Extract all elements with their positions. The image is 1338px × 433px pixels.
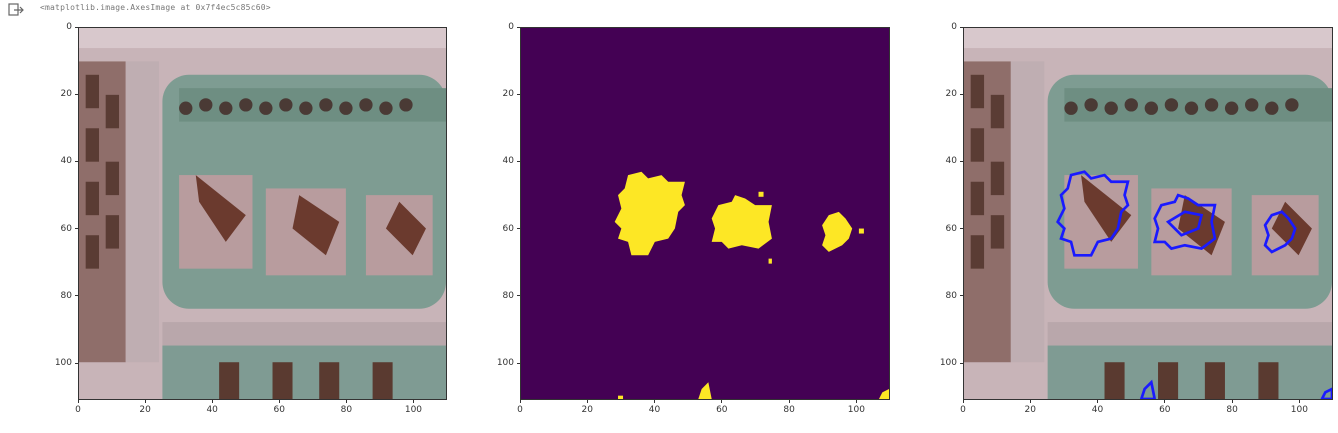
y-tick-label: 0 <box>931 22 957 32</box>
x-tick-mark <box>721 400 722 403</box>
x-tick-label: 20 <box>1020 405 1040 415</box>
y-tick-label: 40 <box>46 156 72 166</box>
overlay-panel <box>963 27 1333 400</box>
y-tick-mark <box>960 295 963 296</box>
x-tick-label: 20 <box>135 405 155 415</box>
y-tick-mark <box>960 94 963 95</box>
y-tick-mark <box>75 94 78 95</box>
y-tick-mark <box>517 363 520 364</box>
y-tick-mark <box>75 295 78 296</box>
x-tick-mark <box>78 400 79 403</box>
y-tick-mark <box>75 228 78 229</box>
x-tick-label: 0 <box>510 405 530 415</box>
y-tick-mark <box>960 228 963 229</box>
y-tick-mark <box>75 363 78 364</box>
x-tick-label: 60 <box>1155 405 1175 415</box>
x-tick-mark <box>654 400 655 403</box>
mask-image <box>521 28 889 399</box>
x-tick-label: 40 <box>645 405 665 415</box>
y-tick-label: 20 <box>931 89 957 99</box>
x-tick-mark <box>856 400 857 403</box>
x-tick-label: 100 <box>403 405 423 415</box>
x-tick-label: 0 <box>953 405 973 415</box>
aerial-photo <box>79 28 446 399</box>
y-tick-mark <box>75 27 78 28</box>
y-tick-label: 40 <box>931 156 957 166</box>
x-tick-label: 0 <box>68 405 88 415</box>
segmentation-mask-panel <box>520 27 890 400</box>
y-tick-mark <box>517 161 520 162</box>
x-tick-mark <box>279 400 280 403</box>
x-tick-label: 40 <box>202 405 222 415</box>
y-tick-mark <box>517 27 520 28</box>
y-tick-mark <box>960 161 963 162</box>
x-tick-mark <box>346 400 347 403</box>
x-tick-label: 100 <box>846 405 866 415</box>
x-tick-label: 80 <box>779 405 799 415</box>
x-tick-label: 100 <box>1289 405 1309 415</box>
x-tick-mark <box>1299 400 1300 403</box>
x-tick-mark <box>1030 400 1031 403</box>
overlay-image <box>964 28 1332 399</box>
x-tick-mark <box>963 400 964 403</box>
y-tick-label: 20 <box>488 89 514 99</box>
y-tick-label: 20 <box>46 89 72 99</box>
x-tick-mark <box>1097 400 1098 403</box>
x-tick-label: 60 <box>269 405 289 415</box>
x-tick-label: 20 <box>577 405 597 415</box>
output-arrow-icon <box>8 3 24 17</box>
x-tick-mark <box>587 400 588 403</box>
x-tick-mark <box>145 400 146 403</box>
y-tick-mark <box>517 228 520 229</box>
x-tick-label: 80 <box>1222 405 1242 415</box>
y-tick-label: 40 <box>488 156 514 166</box>
y-tick-label: 80 <box>488 291 514 301</box>
x-tick-mark <box>413 400 414 403</box>
y-tick-label: 60 <box>488 224 514 234</box>
y-tick-label: 0 <box>46 22 72 32</box>
x-tick-mark <box>212 400 213 403</box>
y-tick-label: 60 <box>931 224 957 234</box>
x-tick-mark <box>1232 400 1233 403</box>
y-tick-label: 0 <box>488 22 514 32</box>
y-tick-mark <box>960 27 963 28</box>
x-tick-mark <box>1164 400 1165 403</box>
x-tick-mark <box>789 400 790 403</box>
y-tick-label: 100 <box>488 358 514 368</box>
cell-output-text: <matplotlib.image.AxesImage at 0x7f4ec5c… <box>40 3 271 12</box>
y-tick-mark <box>517 295 520 296</box>
y-tick-label: 60 <box>46 224 72 234</box>
y-tick-mark <box>75 161 78 162</box>
x-tick-label: 40 <box>1088 405 1108 415</box>
aerial-image-panel <box>78 27 447 400</box>
y-tick-label: 80 <box>931 291 957 301</box>
x-tick-label: 80 <box>336 405 356 415</box>
x-tick-label: 60 <box>712 405 732 415</box>
y-tick-label: 100 <box>46 358 72 368</box>
y-tick-mark <box>960 363 963 364</box>
y-tick-label: 80 <box>46 291 72 301</box>
y-tick-label: 100 <box>931 358 957 368</box>
y-tick-mark <box>517 94 520 95</box>
x-tick-mark <box>520 400 521 403</box>
